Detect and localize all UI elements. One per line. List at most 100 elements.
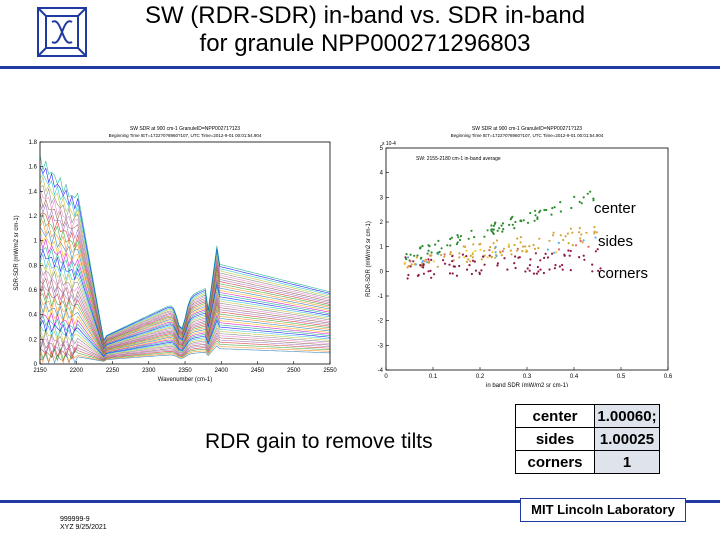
scatter-point bbox=[469, 260, 472, 263]
scatter-point bbox=[430, 258, 433, 261]
scatter-point bbox=[582, 254, 585, 257]
scatter-point bbox=[458, 256, 461, 259]
y-tick-label: 1.2 bbox=[29, 214, 38, 220]
y-tick-label: 0.8 bbox=[29, 263, 38, 269]
spectrum-line bbox=[39, 262, 331, 351]
scatter-point bbox=[585, 231, 588, 234]
scatter-point bbox=[494, 256, 497, 259]
scatter-point bbox=[490, 224, 493, 227]
y-tick-label: -4 bbox=[378, 368, 384, 374]
y-tick-label: 5 bbox=[380, 146, 384, 152]
scatter-point bbox=[451, 260, 454, 263]
scatter-point bbox=[459, 235, 462, 238]
spectrum-line bbox=[39, 340, 331, 361]
scatter-point bbox=[451, 255, 454, 258]
scatter-point bbox=[511, 215, 514, 218]
scatter-point bbox=[483, 249, 486, 252]
scatter-point bbox=[501, 222, 505, 225]
scatter-point bbox=[449, 253, 452, 256]
scatter-point bbox=[496, 264, 499, 267]
scatter-point bbox=[429, 254, 432, 257]
scatter-point bbox=[465, 260, 469, 263]
scatter-point bbox=[427, 258, 430, 261]
y-tick-label: 0.4 bbox=[29, 313, 38, 319]
scatter-point bbox=[503, 257, 506, 260]
scatter-point bbox=[578, 227, 581, 230]
scatter-point bbox=[514, 220, 517, 224]
scatter-point bbox=[492, 232, 495, 235]
y-tick-label: 0.2 bbox=[29, 337, 38, 343]
scatter-point bbox=[437, 253, 440, 256]
y-axis-label: SDR-SDR (mW/m2 sr cm-1) bbox=[14, 215, 20, 290]
y-tick-label: 1 bbox=[380, 245, 384, 251]
spectrum-line bbox=[39, 292, 331, 354]
spectrum-line bbox=[39, 345, 331, 364]
scatter-point bbox=[407, 273, 410, 277]
x-tick-label: 0.5 bbox=[617, 374, 626, 380]
scatter-point bbox=[551, 252, 554, 255]
scatter-point bbox=[528, 245, 531, 248]
scatter-point bbox=[519, 241, 522, 244]
footer-code: 999999-9 bbox=[60, 516, 90, 523]
scatter-point bbox=[534, 252, 537, 255]
scatter-point bbox=[470, 272, 473, 276]
scatter-point bbox=[568, 254, 571, 257]
scatter-point bbox=[553, 267, 556, 270]
scatter-point bbox=[552, 231, 555, 234]
scatter-point bbox=[429, 269, 432, 272]
scatter-point bbox=[532, 243, 535, 247]
spectrum-line bbox=[39, 247, 331, 349]
scatter-point bbox=[495, 254, 498, 258]
scatter-point bbox=[554, 264, 557, 267]
scatter-point bbox=[554, 251, 558, 254]
x-tick-label: 2250 bbox=[106, 368, 120, 374]
scatter-point bbox=[561, 263, 564, 267]
scatter-point bbox=[522, 219, 525, 222]
scatter-point bbox=[434, 243, 437, 246]
scatter-point bbox=[529, 211, 532, 215]
scatter-point bbox=[412, 260, 415, 263]
scatter-point bbox=[569, 227, 572, 230]
scatter-point bbox=[593, 232, 596, 235]
scatter-point bbox=[440, 253, 443, 257]
scatter-point bbox=[519, 236, 522, 239]
scatter-point bbox=[449, 237, 452, 241]
series-corners bbox=[404, 248, 602, 280]
scatter-point bbox=[465, 249, 468, 252]
scatter-point bbox=[500, 224, 503, 227]
exponent-label: x 10-4 bbox=[382, 141, 396, 147]
scatter-point bbox=[571, 231, 574, 234]
scatter-point bbox=[471, 256, 474, 259]
x-tick-label: 2400 bbox=[215, 368, 229, 374]
spectrum-line bbox=[39, 226, 331, 348]
scatter-point bbox=[465, 255, 468, 258]
scatter-point bbox=[473, 236, 476, 239]
scatter-point bbox=[405, 258, 408, 261]
scatter-point bbox=[589, 190, 592, 193]
scatter-point bbox=[522, 245, 525, 248]
x-tick-label: 2500 bbox=[287, 368, 301, 374]
title-line-1: SW (RDR-SDR) in-band vs. SDR in-band bbox=[144, 2, 586, 29]
scatter-point bbox=[539, 268, 542, 271]
scatter-point bbox=[525, 249, 528, 252]
scatter-point bbox=[471, 251, 474, 254]
scatter-point bbox=[528, 269, 531, 272]
scatter-point bbox=[427, 249, 430, 252]
scatter-point bbox=[535, 272, 538, 275]
scatter-point bbox=[436, 265, 439, 268]
scatter-point bbox=[471, 259, 475, 262]
scatter-point bbox=[543, 208, 546, 212]
scatter-point bbox=[486, 229, 489, 232]
scatter-point bbox=[458, 238, 462, 242]
scatter-point bbox=[536, 265, 539, 269]
scatter-point bbox=[581, 241, 584, 244]
spectrum-line bbox=[39, 329, 331, 359]
y-tick-label: 2 bbox=[380, 220, 384, 226]
scatter-point bbox=[546, 256, 550, 259]
scatter-point bbox=[421, 259, 424, 262]
scatter-point bbox=[455, 274, 459, 277]
scatter-point bbox=[486, 256, 489, 259]
scatter-point bbox=[500, 254, 503, 257]
scatter-point bbox=[501, 230, 504, 233]
scatter-point bbox=[557, 248, 561, 251]
